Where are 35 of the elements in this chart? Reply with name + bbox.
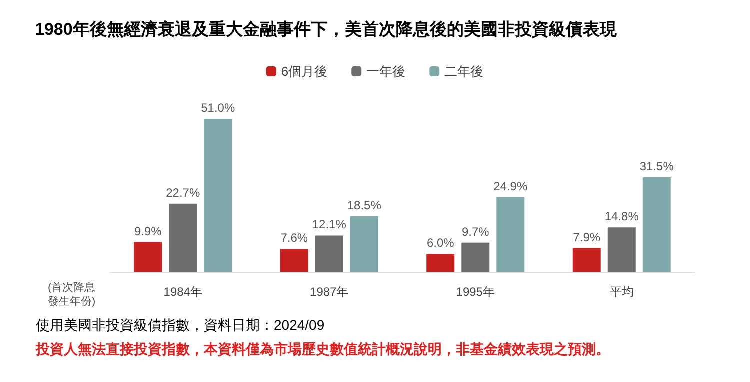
legend-label: 6個月後 [281, 64, 328, 79]
data-label: 7.6% [280, 231, 308, 246]
bar [642, 178, 671, 272]
data-label: 9.7% [462, 224, 490, 239]
text: 使用美國非投資級債指數，資料日期：2024/09 [36, 317, 325, 333]
data-label: 14.8% [604, 210, 640, 224]
bar [462, 242, 490, 272]
bar [496, 197, 525, 272]
bar [426, 254, 455, 272]
data-label: 18.5% [347, 198, 382, 212]
x-tick-label: 1995年 [456, 285, 495, 299]
text: 投資人無法直接投資指數，本資料僅為市場歷史數值統計概況說明，非基金績效表現之預測。 [35, 341, 610, 357]
chart-title: 1980年後無經濟衰退及重大金融事件下，美首次降息後的美國非投資級債表現 [35, 20, 618, 39]
x-tick-label: 平均 [610, 285, 634, 299]
x-axis-title: (首次降息發生年份) [48, 281, 96, 308]
legend-label: 二年後 [444, 64, 484, 79]
data-label: 7.9% [573, 230, 601, 244]
bar [350, 216, 378, 272]
bar [572, 248, 601, 272]
data-label: 12.1% [312, 218, 347, 232]
x-tick-label: 1984年 [164, 285, 202, 299]
data-label: 9.9% [134, 224, 162, 238]
bar [204, 119, 232, 272]
bar [315, 236, 344, 272]
data-label: 51.0% [201, 101, 236, 115]
legend-label: 一年後 [366, 64, 406, 79]
bar [134, 242, 162, 272]
data-label: 24.9% [494, 179, 528, 194]
bar [169, 204, 198, 272]
x-tick-label: 1987年 [310, 285, 349, 299]
bar [608, 228, 636, 272]
data-label: 31.5% [640, 160, 674, 174]
bar [280, 249, 308, 272]
data-label: 6.0% [426, 236, 455, 250]
data-label: 22.7% [166, 186, 200, 200]
